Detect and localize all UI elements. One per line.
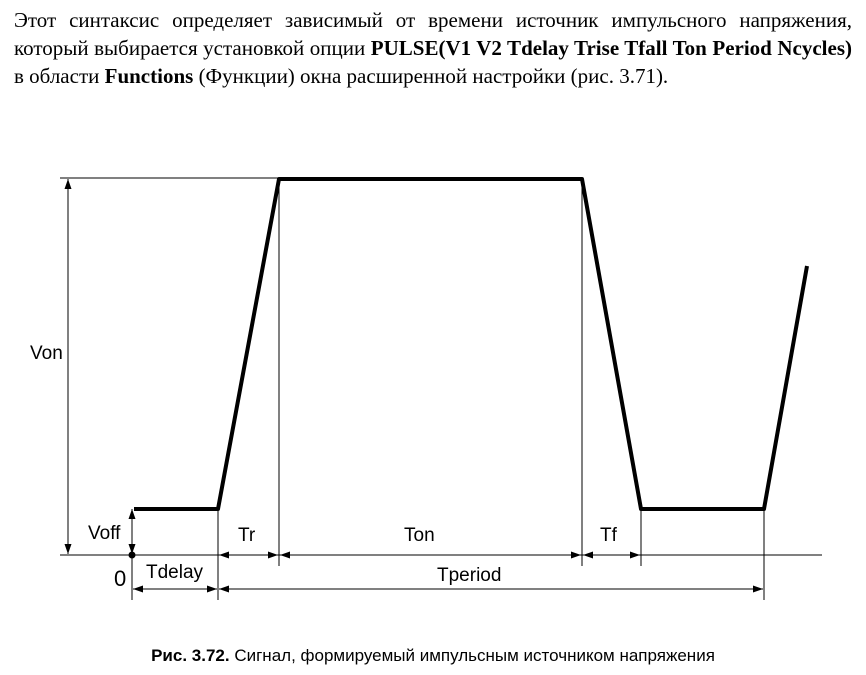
caption-text: Сигнал, формируемый импульсным источнико… [229,646,715,665]
paragraph-text-1: Этот синтаксис определяет зависимый от в… [14,8,852,60]
body-paragraph: Этот синтаксис определяет зависимый от в… [14,6,852,90]
tr-label: Tr [238,525,256,546]
tperiod-label: Tperiod [437,565,501,586]
ton-label: Ton [404,525,435,546]
tdelay-label: Tdelay [146,562,204,583]
paragraph-functions: Functions [104,64,194,88]
pulse-diagram: Von Voff 0 Tdelay Tr Ton Tf Tperiod [30,177,822,600]
tf-label: Tf [600,525,618,546]
paragraph-pulse-syntax: PULSE(V1 V2 Tdelay Trise Tfall Ton Perio… [370,36,853,60]
paragraph-text-2: в области [14,64,105,88]
paragraph-text-3: (Функции) окна расши­ренной настройки (р… [193,64,669,88]
von-label: Von [30,343,63,364]
voff-label: Voff [88,523,121,544]
figure-caption: Рис. 3.72. Сигнал, формируемый импульсны… [0,646,866,666]
pulse-waveform [134,177,809,511]
caption-number: Рис. 3.72. [151,646,230,665]
zero-label: 0 [114,566,126,591]
pulse-figure: Von Voff 0 Tdelay Tr Ton Tf Tperiod [0,150,866,610]
